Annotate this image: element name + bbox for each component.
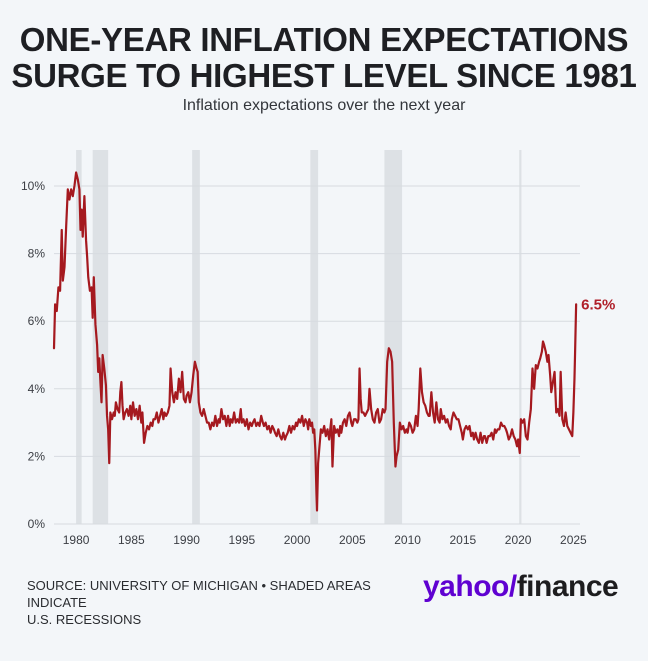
y-tick-label-8: 8% — [28, 247, 46, 261]
gridlines — [54, 185, 580, 525]
y-tick-label-0: 0% — [28, 517, 46, 531]
x-tick-label-2010: 2010 — [394, 533, 421, 547]
chart-subtitle: Inflation expectations over the next yea… — [182, 97, 466, 114]
recession-band-2 — [92, 150, 109, 524]
x-tick-label-2015: 2015 — [450, 533, 477, 547]
x-tick-label-2025: 2025 — [560, 533, 587, 547]
y-tick-label-6: 6% — [28, 314, 46, 328]
x-tick-label-1995: 1995 — [229, 533, 256, 547]
source-line-1: SOURCE: UNIVERSITY OF MICHIGAN • SHADED … — [27, 578, 371, 610]
x-tick-label-1980: 1980 — [63, 533, 90, 547]
recession-band-4 — [310, 150, 319, 524]
recession-band-1 — [76, 150, 82, 524]
y-tick-label-2: 2% — [28, 449, 46, 463]
series-layer — [52, 171, 578, 512]
recession-band-5 — [384, 150, 403, 524]
chart-title: ONE-YEAR INFLATION EXPECTATIONS SURGE TO… — [0, 22, 648, 94]
source-note: SOURCE: UNIVERSITY OF MICHIGAN • SHADED … — [27, 577, 427, 628]
y-tick-label-10: 10% — [21, 179, 45, 193]
chart-title-line-2: SURGE TO HIGHEST LEVEL SINCE 1981 — [11, 57, 637, 94]
recession-bands — [76, 150, 522, 524]
end-value-label: 6.5% — [581, 296, 615, 313]
y-tick-label-4: 4% — [28, 382, 46, 396]
brand-finance: finance — [516, 570, 619, 603]
x-tick-label-1990: 1990 — [173, 533, 200, 547]
x-tick-label-2005: 2005 — [339, 533, 366, 547]
x-tick-label-2000: 2000 — [284, 533, 311, 547]
brand-yahoo: yahoo/ — [423, 570, 517, 603]
x-tick-label-2020: 2020 — [505, 533, 532, 547]
source-line-2: U.S. RECESSIONS — [27, 612, 142, 627]
chart-title-line-1: ONE-YEAR INFLATION EXPECTATIONS — [19, 21, 629, 58]
recession-band-6 — [519, 150, 522, 524]
y-axis: 0% 2% 4% 6% 8% 10% — [21, 179, 45, 531]
x-axis: 1980 1985 1990 1995 2000 2005 2010 2015 2020 2025 — [63, 533, 587, 547]
yahoo-finance-logo: yahoo/finance — [423, 570, 619, 604]
series-line-inflation-expectations — [52, 171, 578, 512]
line-chart: 0% 2% 4% 6% 8% 10% 1980 1985 1990 1995 2000 2005 20… — [21, 150, 615, 547]
recession-band-3 — [192, 150, 200, 524]
x-tick-label-1985: 1985 — [118, 533, 145, 547]
